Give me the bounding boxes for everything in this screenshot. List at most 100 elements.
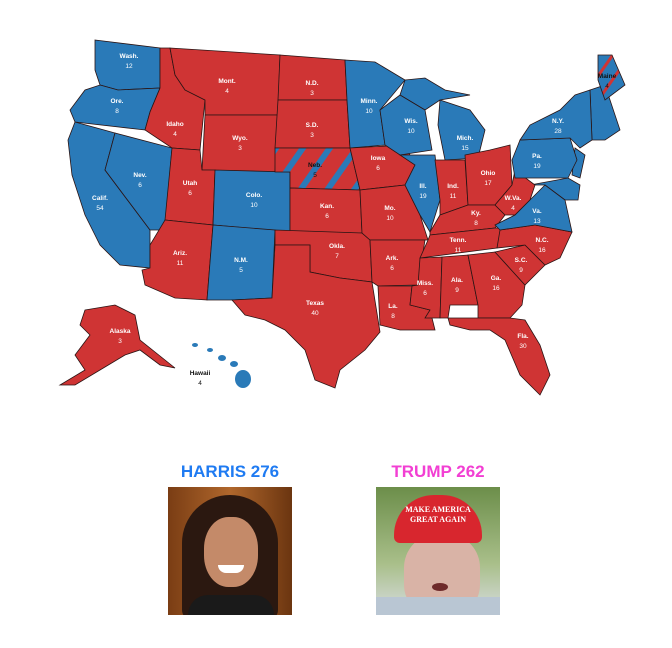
state-label: Texas: [306, 300, 324, 307]
state-label: Mont.: [218, 78, 236, 85]
state-label: Ala.: [451, 277, 463, 284]
state-label: Calif.: [92, 195, 108, 202]
state-label: Pa.: [532, 153, 542, 160]
state-alaska: [58, 304, 176, 386]
state-votes: 4: [511, 205, 515, 212]
state-label: N.C.: [536, 237, 549, 244]
state-votes: 4: [605, 83, 609, 90]
state-votes: 9: [519, 267, 523, 274]
electoral-map: Wash.12Ore.8Calif.54Nev.6Idaho4Mont.4Wyo…: [58, 39, 626, 396]
state-votes: 3: [238, 145, 242, 152]
state-votes: 6: [376, 165, 380, 172]
state-votes: 11: [455, 247, 462, 254]
state-votes: 11: [177, 260, 184, 267]
state-label: Iowa: [371, 155, 386, 162]
state-hawaii: [235, 370, 251, 388]
state-votes: 15: [461, 145, 469, 152]
state-label: Neb.: [308, 162, 322, 169]
state-votes: 54: [96, 205, 104, 212]
trump-heading: TRUMP 262: [391, 462, 485, 481]
state-votes: 17: [484, 180, 492, 187]
state-nev: [104, 132, 173, 231]
state-label: N.Y.: [552, 118, 564, 125]
state-label: Ill.: [419, 183, 426, 190]
state-label: Maine: [598, 73, 617, 80]
state-w-va: [494, 169, 536, 216]
state-label: Nev.: [133, 172, 146, 179]
state-votes: 40: [311, 310, 319, 317]
state-votes: 4: [173, 131, 177, 138]
state-votes: 10: [386, 215, 394, 222]
state-label: Idaho: [166, 121, 183, 128]
state-label: Ind.: [447, 183, 459, 190]
state-votes: 3: [310, 132, 314, 139]
state-label: N.M.: [234, 257, 248, 264]
state-votes: 6: [188, 190, 192, 197]
state-label: Minn.: [361, 98, 378, 105]
state-votes: 5: [313, 172, 317, 179]
harris-photo: [168, 487, 292, 615]
state-label: Okla.: [329, 243, 345, 250]
state-label: Ore.: [110, 98, 123, 105]
state-votes: 10: [407, 128, 415, 135]
state-hawaii: [207, 348, 213, 352]
state-votes: 13: [533, 218, 541, 225]
state-label: Utah: [183, 180, 197, 187]
harris-panel: HARRIS 276: [168, 462, 292, 615]
state-ark: [369, 239, 426, 287]
state-votes: 7: [335, 253, 339, 260]
state-votes: 3: [310, 90, 314, 97]
state-label: La.: [388, 303, 398, 310]
state-label: Ariz.: [173, 250, 187, 257]
state-votes: 8: [115, 108, 119, 115]
state-hawaii: [218, 355, 226, 361]
state-votes: 4: [225, 88, 229, 95]
state-label: Kan.: [320, 203, 334, 210]
state-va: [494, 184, 573, 233]
state-votes: 19: [419, 193, 427, 200]
state-wis: [379, 94, 433, 156]
state-votes: 4: [198, 380, 202, 387]
state-pa: [511, 137, 578, 179]
state-label: Ga.: [491, 275, 502, 282]
state-hawaii: [192, 343, 198, 347]
state-votes: 28: [554, 128, 562, 135]
state-votes: 3: [118, 338, 122, 345]
state-fla: [447, 317, 551, 396]
state-label: Wash.: [120, 53, 139, 60]
maga-cap: MAKE AMERICA GREAT AGAIN: [394, 495, 482, 543]
state-label: Wyo.: [232, 135, 248, 142]
state-label: Mich.: [457, 135, 474, 142]
state-wyo: [201, 114, 279, 173]
state-label: Ky.: [471, 210, 481, 217]
trump-panel: TRUMP 262 MAKE AMERICA GREAT AGAIN: [376, 462, 500, 615]
state-votes: 16: [538, 247, 546, 254]
state-kan: [289, 187, 363, 234]
state-label: S.D.: [306, 122, 319, 129]
state-votes: 8: [474, 220, 478, 227]
state-label: W.Va.: [505, 195, 522, 202]
state-label: Ohio: [481, 170, 496, 177]
state-label: S.C.: [515, 257, 528, 264]
state-maine: [597, 54, 626, 101]
state-label: Fla.: [517, 333, 528, 340]
state-label: Ark.: [386, 255, 399, 262]
state-votes: 30: [519, 343, 527, 350]
state-label: Miss.: [417, 280, 433, 287]
state-votes: 6: [423, 290, 427, 297]
state-votes: 10: [365, 108, 373, 115]
state-votes: 11: [450, 193, 457, 200]
state-label: Hawaii: [190, 370, 211, 377]
state-votes: 9: [455, 287, 459, 294]
state-label: Va.: [532, 208, 542, 215]
state-label: Mo.: [384, 205, 395, 212]
state-label: Colo.: [246, 192, 262, 199]
state-label: Wis.: [404, 118, 417, 125]
state-ky: [429, 204, 506, 236]
state-label: N.D.: [306, 80, 319, 87]
harris-heading: HARRIS 276: [180, 462, 280, 481]
trump-photo: MAKE AMERICA GREAT AGAIN: [376, 487, 500, 615]
state-n-y: [519, 89, 593, 149]
state-votes: 16: [492, 285, 500, 292]
state-hawaii: [230, 361, 238, 367]
